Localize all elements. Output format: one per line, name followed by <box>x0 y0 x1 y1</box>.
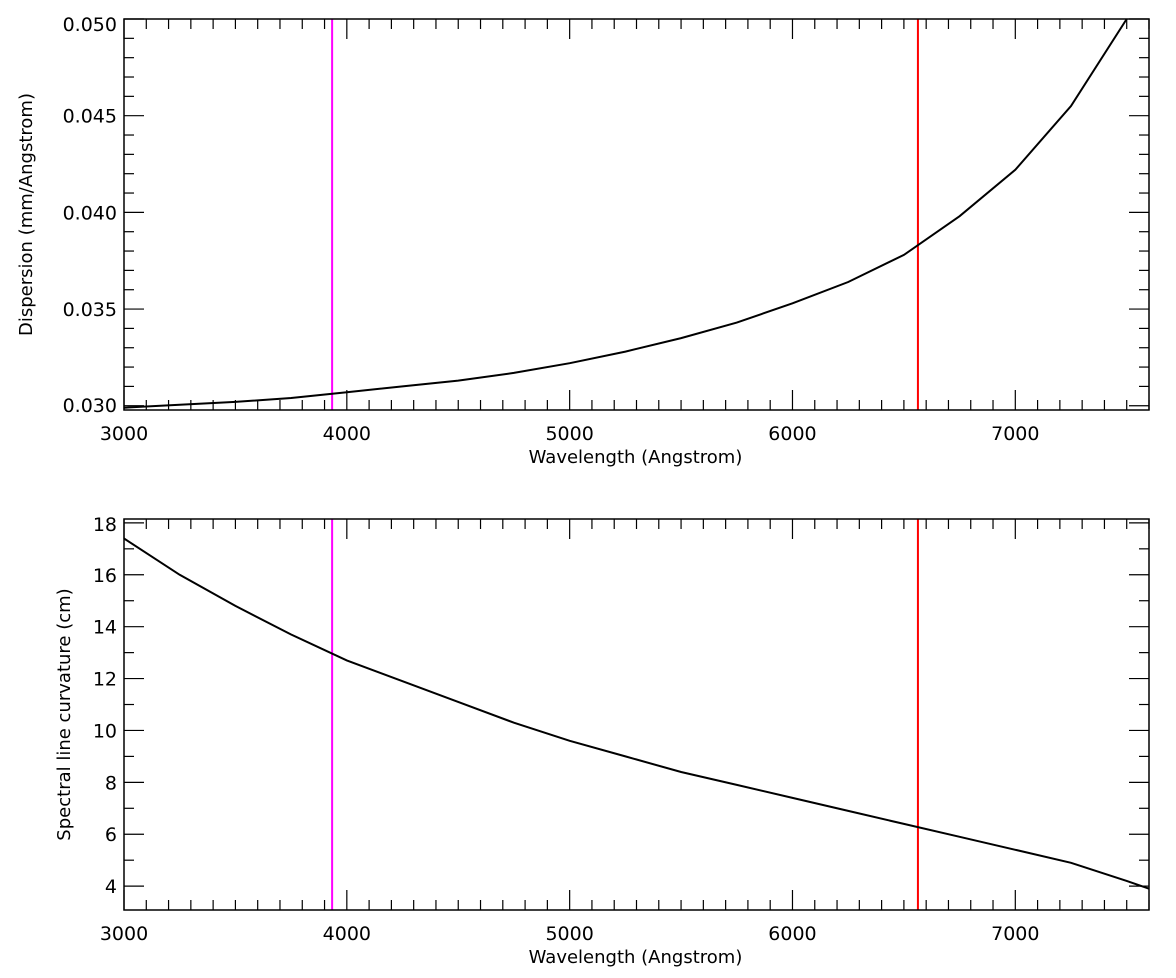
y-tick-label: 0.030 <box>63 395 117 417</box>
y-tick-label: 6 <box>105 824 117 846</box>
x-tick-label: 4000 <box>323 923 371 945</box>
x-tick-label: 7000 <box>991 423 1039 445</box>
y-tick-label: 0.040 <box>63 202 117 224</box>
plot-panel-2: 3000 4000 5000 6000 7000 4 6 8 10 12 14 16 18 Wavelen… <box>54 514 1150 968</box>
y-tick-label: 10 <box>93 720 117 742</box>
y-axis-title: Spectral line curvature (cm) <box>54 588 75 840</box>
y-tick-label: 0.045 <box>63 106 117 128</box>
y-tick-label: 12 <box>93 669 117 691</box>
x-tick-label: 5000 <box>545 423 593 445</box>
x-tick-label: 4000 <box>323 423 371 445</box>
x-tick-label: 6000 <box>768 423 816 445</box>
x-tick-label: 3000 <box>100 923 148 945</box>
y-axis-title: Dispersion (mm/Angstrom) <box>16 93 37 336</box>
y-tick-label: 14 <box>93 617 117 639</box>
x-tick-label: 7000 <box>991 923 1039 945</box>
x-axis-title: Wavelength (Angstrom) <box>529 947 743 968</box>
plot-panel-1: 3000 4000 5000 6000 7000 0.030 0.035 0.040 0.045… <box>16 14 1150 468</box>
y-tick-label: 18 <box>93 514 117 536</box>
x-tick-label: 6000 <box>768 923 816 945</box>
series-line-dispersion <box>123 18 1128 409</box>
axes-frame <box>123 518 1150 911</box>
y-tick-label: 8 <box>105 772 117 794</box>
series-line-curvature <box>123 537 1150 890</box>
y-tick-label: 0.035 <box>63 299 117 321</box>
y-tick-label: 0.050 <box>63 14 117 36</box>
x-axis-title: Wavelength (Angstrom) <box>529 447 743 468</box>
x-tick-label: 3000 <box>100 423 148 445</box>
y-tick-label: 16 <box>93 565 117 587</box>
x-tick-label: 5000 <box>545 923 593 945</box>
y-tick-label: 4 <box>105 876 117 898</box>
axes-frame <box>123 18 1150 411</box>
